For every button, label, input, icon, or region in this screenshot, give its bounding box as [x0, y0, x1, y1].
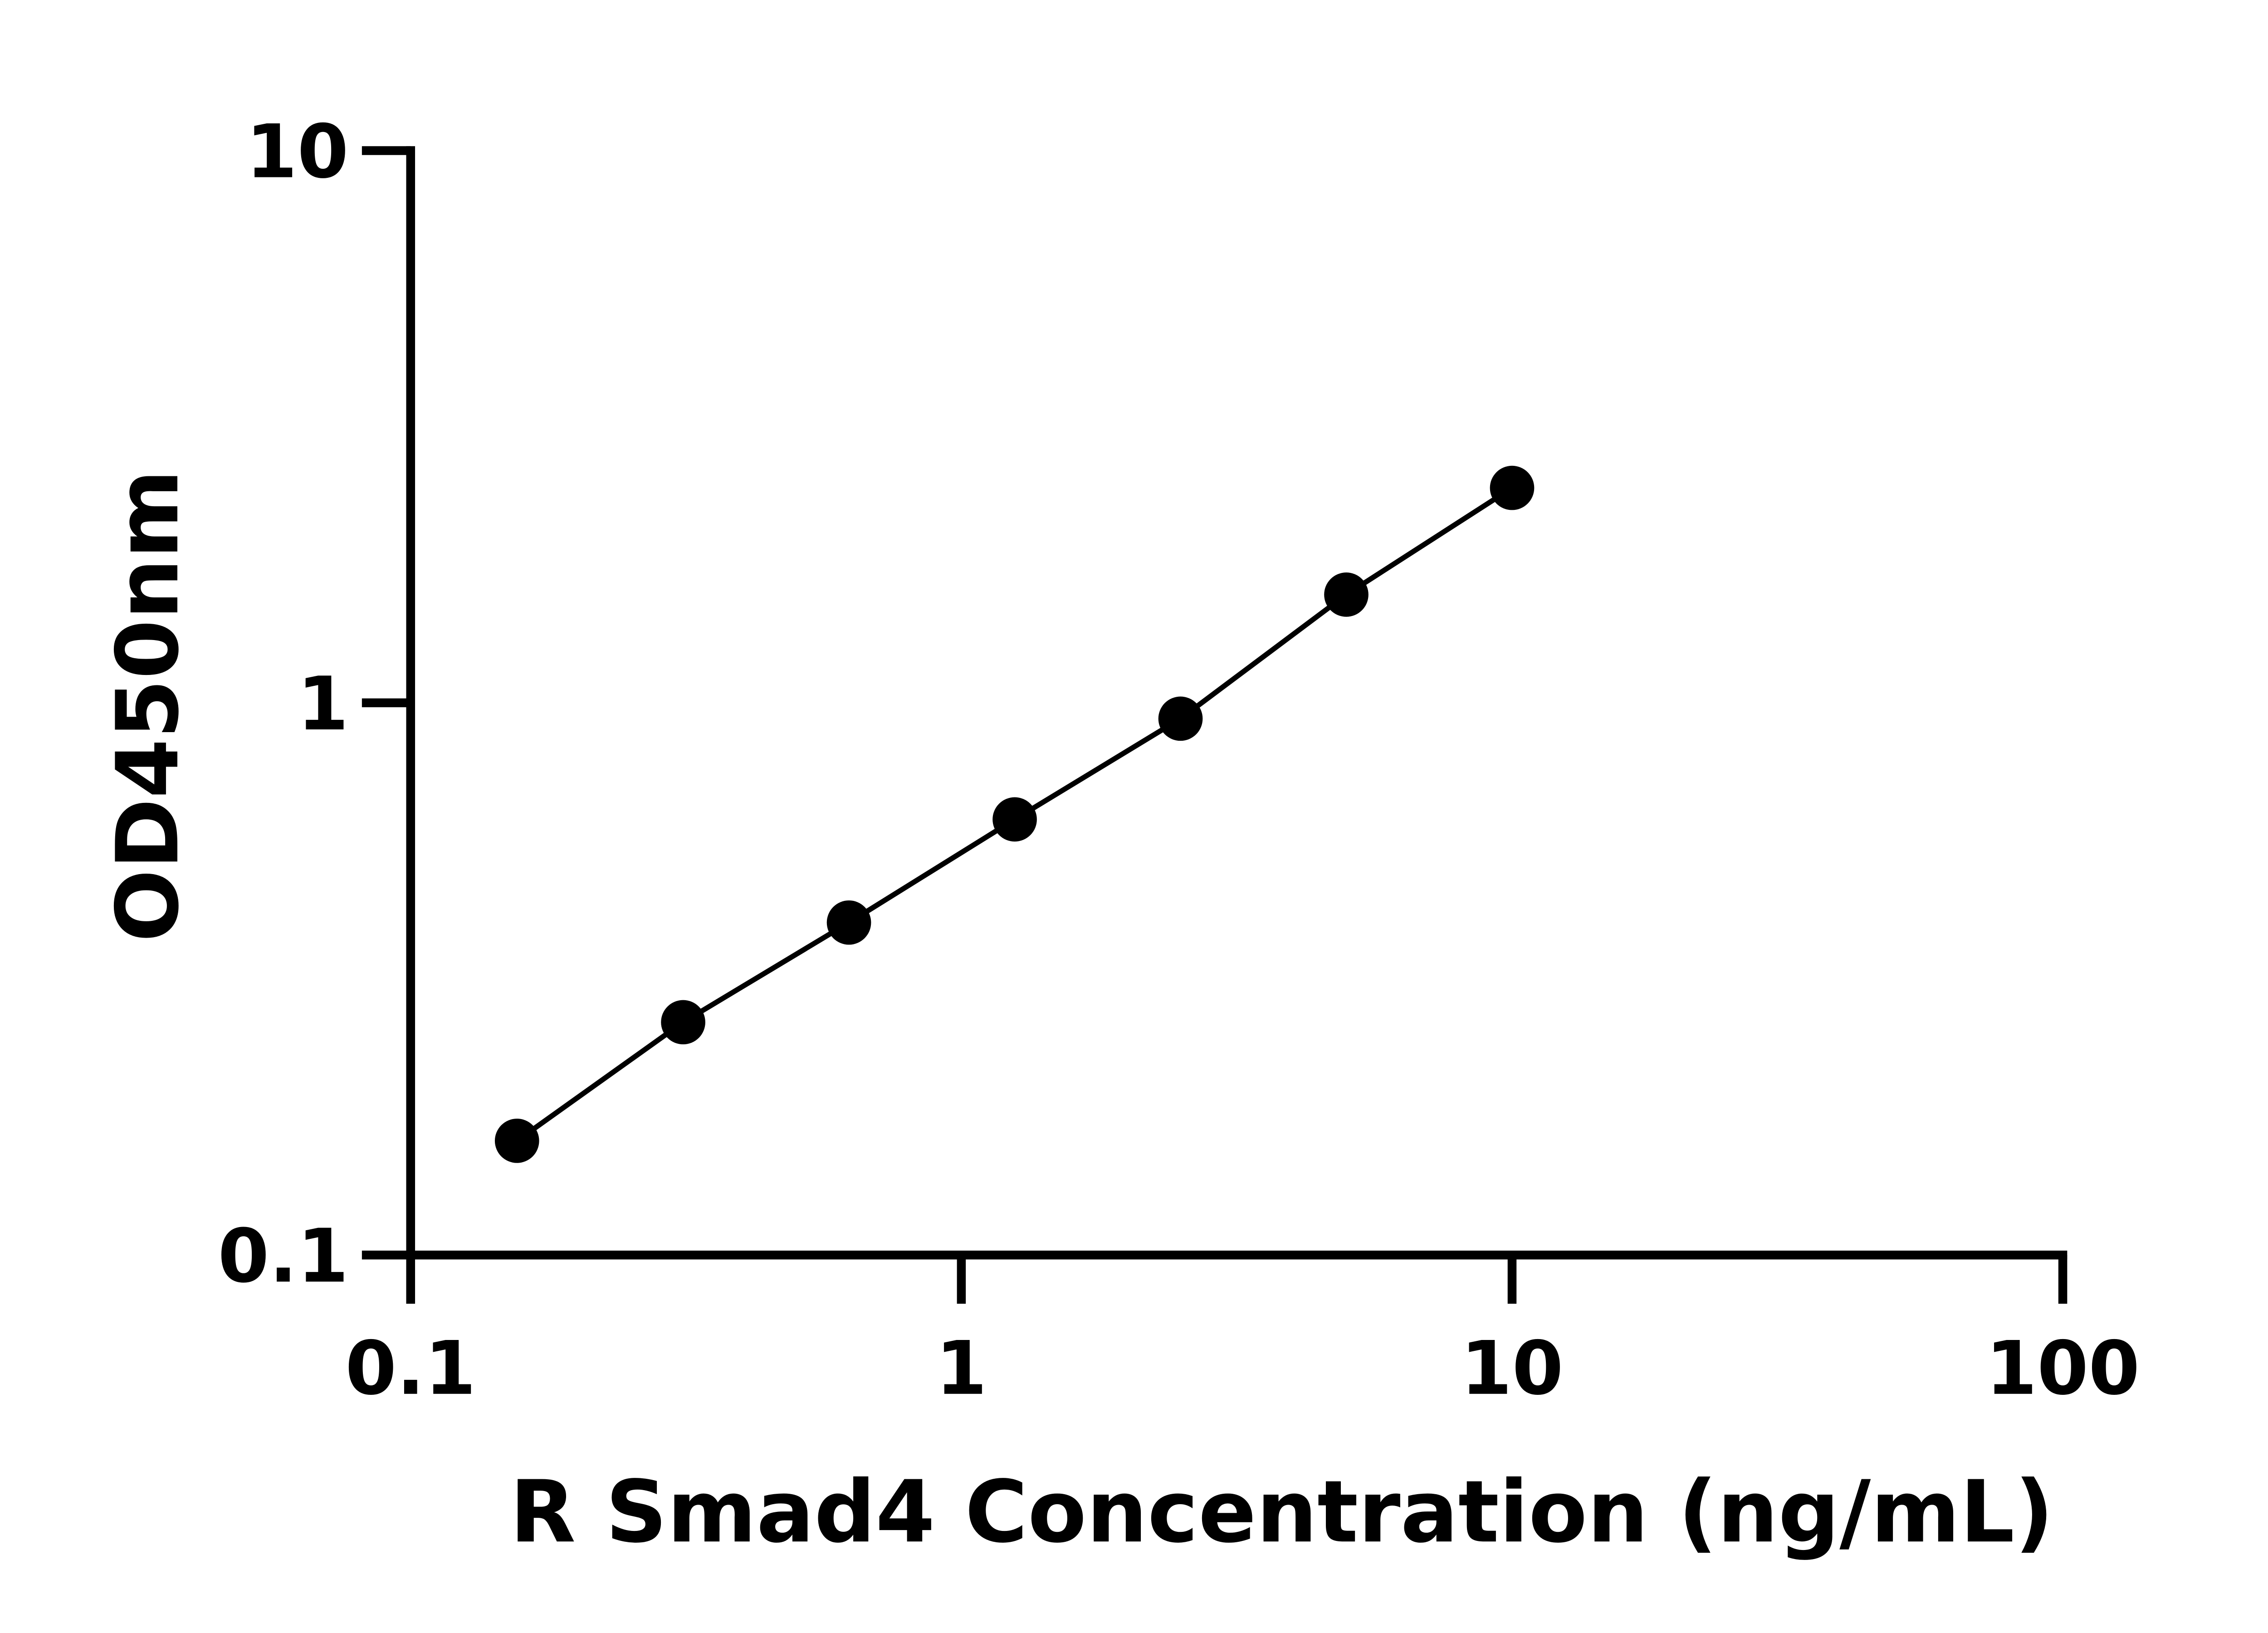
x-tick-label: 1: [936, 1326, 987, 1412]
data-point: [661, 1000, 705, 1045]
data-point: [1158, 696, 1203, 741]
axes: 0.1 1 10 100 0.1 1 10: [218, 109, 2140, 1412]
y-tick-label: 10: [246, 109, 348, 195]
data-point: [826, 900, 871, 945]
series: [494, 465, 1535, 1163]
x-tick-label: 0.1: [345, 1326, 476, 1412]
x-axis-title: R Smad4 Concentration (ng/mL): [510, 1462, 2054, 1562]
x-tick-label: 10: [1461, 1326, 1563, 1412]
y-axis-title: OD450nm: [98, 469, 198, 942]
data-point: [1490, 465, 1535, 510]
data-point: [1324, 572, 1369, 617]
x-tick-label: 100: [1986, 1326, 2140, 1412]
y-tick-label: 0.1: [218, 1213, 348, 1299]
data-point: [494, 1119, 539, 1163]
y-tick-label: 1: [297, 661, 348, 747]
data-point: [992, 797, 1037, 842]
